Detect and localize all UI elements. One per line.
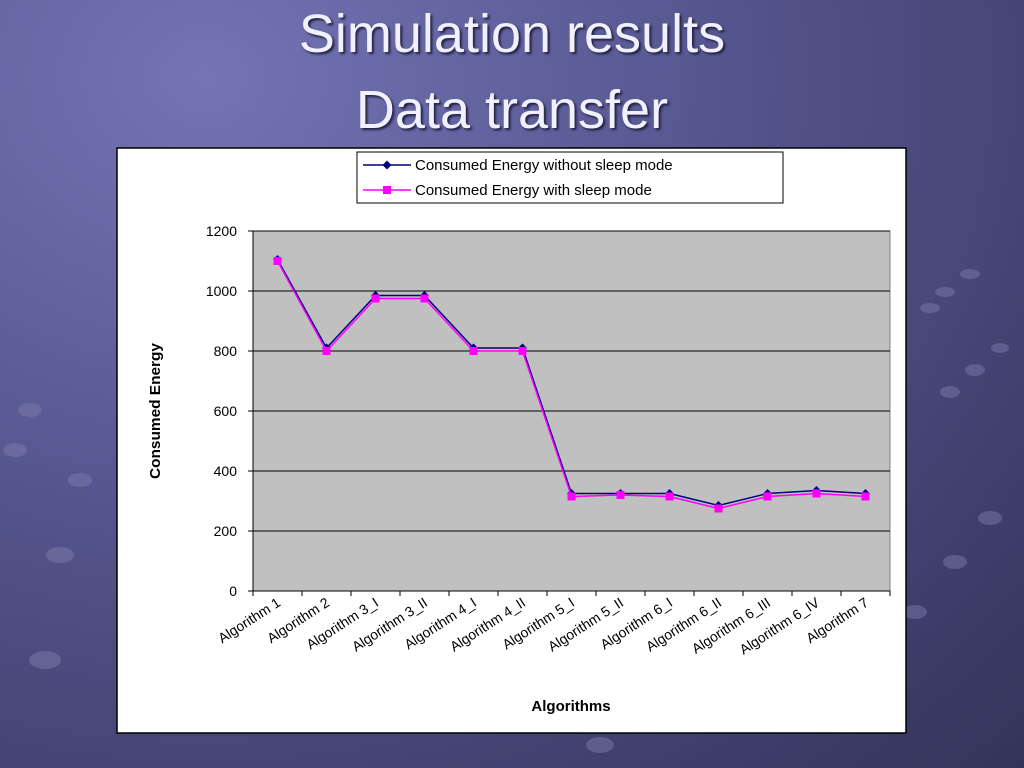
slide-title: Simulation results: [298, 4, 726, 64]
y-tick-label: 400: [214, 463, 238, 479]
data-point: [371, 294, 380, 303]
data-point: [382, 160, 392, 170]
slide-title: Data transfer: [355, 80, 669, 140]
y-tick-label: 600: [214, 403, 238, 419]
data-point: [616, 491, 625, 499]
data-point: [665, 492, 674, 501]
y-tick-label: 1200: [206, 223, 237, 239]
y-tick-label: 0: [229, 583, 237, 599]
y-tick-label: 200: [214, 523, 238, 539]
data-point: [518, 347, 527, 355]
data-point: [273, 257, 282, 265]
legend-label: Consumed Energy without sleep mode: [415, 157, 673, 174]
data-point: [763, 492, 772, 501]
data-point: [861, 492, 870, 501]
data-point: [812, 489, 821, 498]
y-tick-label: 1000: [206, 283, 237, 299]
data-point: [383, 186, 391, 194]
data-point: [322, 347, 331, 355]
y-tick-label: 800: [214, 343, 238, 359]
legend-label: Consumed Energy with sleep mode: [415, 182, 652, 199]
data-point: [469, 347, 478, 355]
data-point: [420, 294, 429, 303]
data-point: [714, 504, 723, 513]
data-point: [567, 492, 576, 501]
x-axis-label: Algorithms: [531, 698, 610, 715]
legend: [356, 151, 784, 204]
y-axis-label: Consumed Energy: [147, 342, 164, 479]
